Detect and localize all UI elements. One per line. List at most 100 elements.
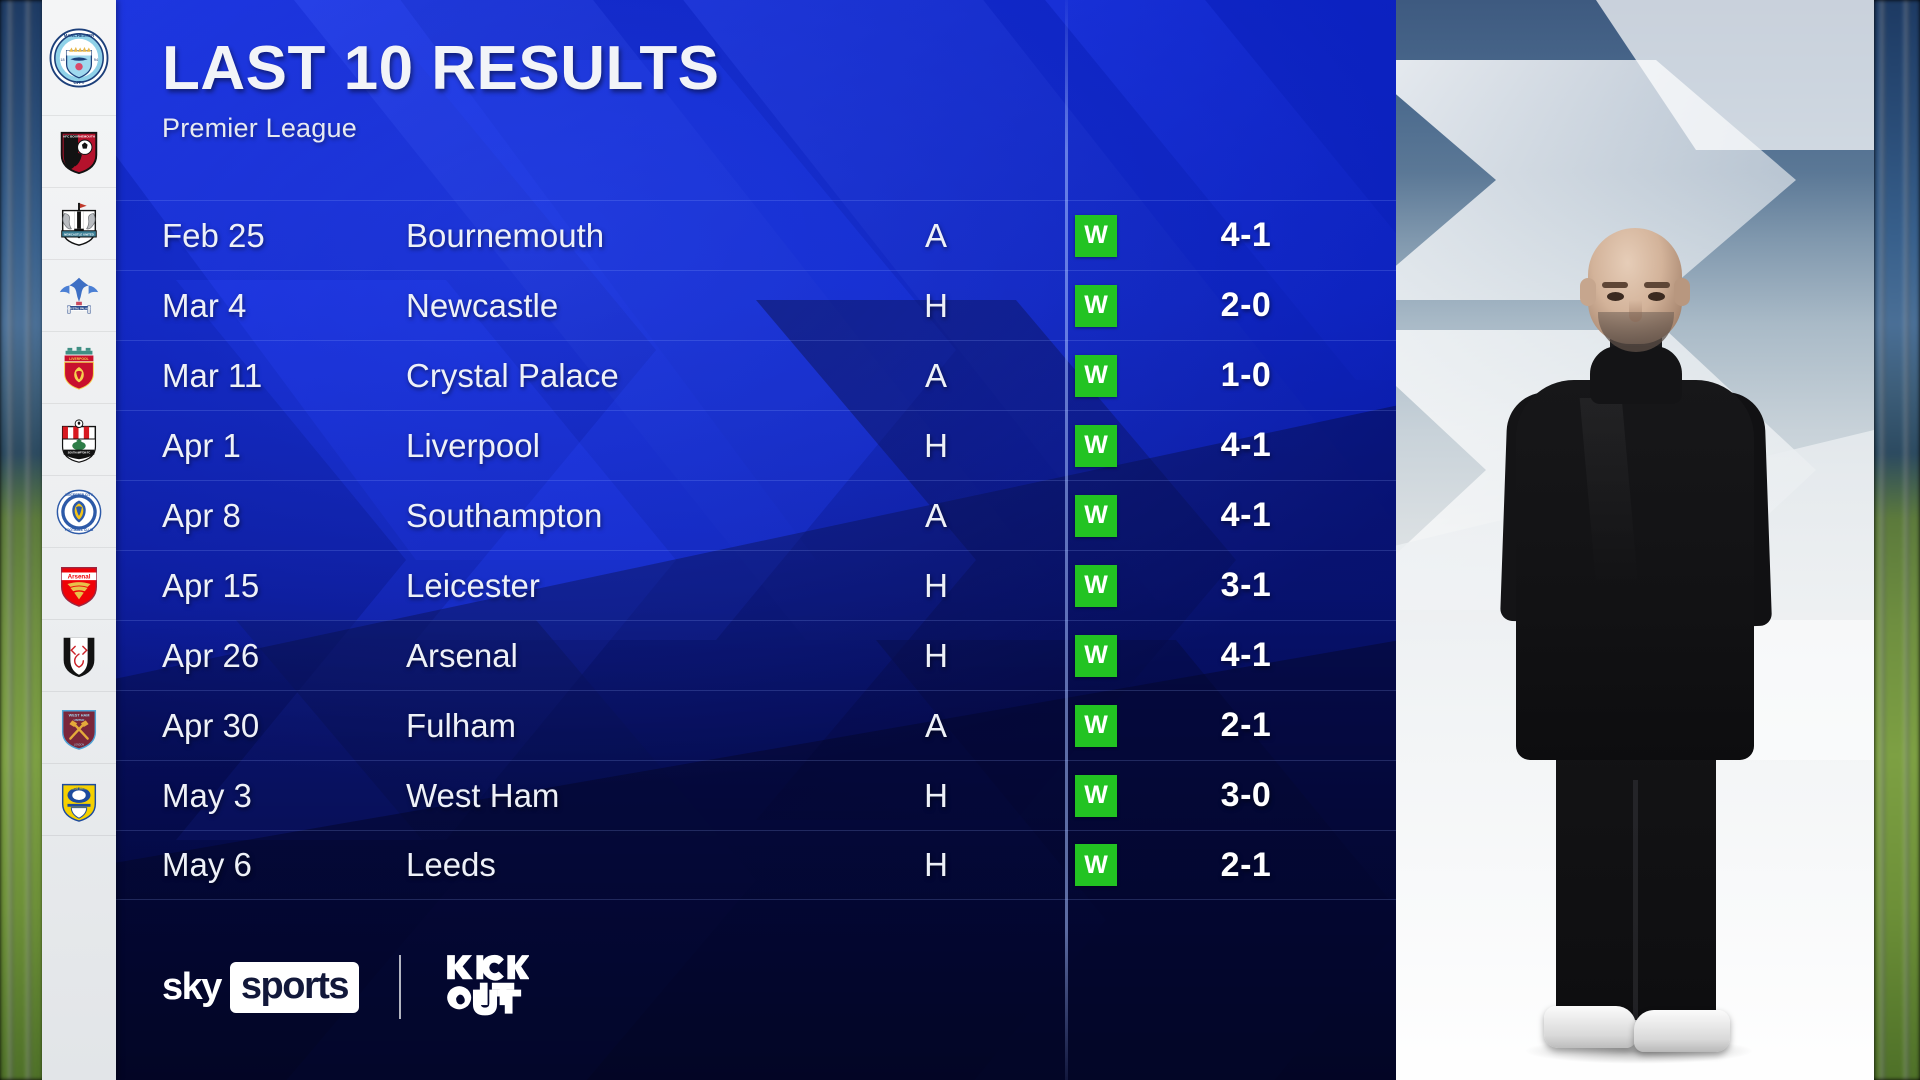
figure-torso-jacket	[1516, 380, 1754, 760]
chevron-pattern-graphic	[116, 0, 1396, 1080]
row-score: 3-0	[1220, 776, 1272, 814]
row-score: 4-1	[1220, 496, 1272, 534]
crest-cell-crystal-palace[interactable]: CRYSTAL PALACE	[42, 260, 116, 332]
southampton-crest-icon: SOUTHAMPTON FC	[61, 418, 97, 463]
leeds-crest-icon: LEEDS UNITED	[61, 783, 97, 822]
figure-left-shoe	[1544, 1006, 1636, 1048]
row-venue: H	[924, 776, 948, 814]
results-panel: LAST 10 RESULTS Premier League Feb 25 Bo…	[116, 0, 1396, 1080]
table-row[interactable]: Apr 1 Liverpool H W 4-1	[116, 410, 1396, 480]
figure-legs	[1556, 740, 1716, 1020]
fulham-crest-icon	[63, 637, 95, 677]
result-badge: W	[1075, 634, 1117, 677]
row-team: Arsenal	[406, 636, 518, 674]
mullion-bar	[1904, 0, 1909, 1080]
result-badge: W	[1075, 844, 1117, 886]
row-venue: H	[924, 636, 948, 674]
figure-turtleneck-collar	[1590, 346, 1682, 404]
row-score: 4-1	[1220, 636, 1272, 674]
manager-photo-panel	[1396, 0, 1874, 1080]
row-date: Apr 26	[162, 636, 260, 674]
figure-left-brow	[1602, 282, 1628, 288]
row-venue: A	[924, 216, 947, 254]
figure-left-eye	[1607, 292, 1624, 301]
row-date: May 3	[162, 776, 252, 814]
mullion-bar	[26, 0, 31, 1080]
table-row[interactable]: Apr 26 Arsenal H W 4-1	[116, 620, 1396, 690]
table-row[interactable]: Apr 30 Fulham A W 2-1	[116, 690, 1396, 760]
crest-cell-southampton[interactable]: SOUTHAMPTON FC	[42, 404, 116, 476]
crest-cell-newcastle[interactable]: NEWCASTLE UNITED	[42, 188, 116, 260]
right-stadium-photo-strip	[1874, 0, 1920, 1080]
figure-leg-split	[1633, 780, 1638, 1025]
row-venue: A	[924, 496, 947, 534]
liverpool-crest-icon: LIVERPOOL	[64, 346, 94, 390]
row-date: Mar 11	[162, 356, 263, 394]
table-row[interactable]: Apr 15 Leicester H W 3-1	[116, 550, 1396, 620]
svg-text:Arsenal: Arsenal	[68, 573, 91, 580]
crest-cell-west-ham[interactable]: WEST HAM UNITED LONDON	[42, 692, 116, 764]
crest-cell-arsenal[interactable]: Arsenal	[42, 548, 116, 620]
row-score: 2-1	[1220, 845, 1272, 884]
sky-sports-box: sports	[229, 961, 360, 1013]
result-badge: W	[1075, 214, 1117, 257]
row-date: May 6	[162, 846, 252, 883]
svg-text:AFC BOURNEMOUTH: AFC BOURNEMOUTH	[63, 134, 96, 138]
crest-cell-leicester[interactable]: LEICESTER CITY FOOTBALL CLUB	[42, 476, 116, 548]
svg-text:NEWCASTLE UNITED: NEWCASTLE UNITED	[64, 232, 94, 236]
row-venue: H	[924, 426, 948, 464]
svg-text:UNITED: UNITED	[74, 717, 85, 721]
table-row[interactable]: May 6 Leeds H W 2-1	[116, 830, 1396, 900]
result-badge: W	[1075, 704, 1117, 747]
arsenal-crest-icon: Arsenal	[61, 566, 97, 607]
figure-right-shoe	[1634, 1010, 1730, 1052]
svg-text:FOOTBALL CLUB: FOOTBALL CLUB	[65, 528, 94, 532]
svg-text:LEEDS UNITED: LEEDS UNITED	[70, 787, 88, 790]
result-badge: W	[1075, 564, 1117, 607]
row-score: 4-1	[1220, 426, 1272, 464]
row-venue: H	[924, 286, 948, 324]
figure-left-ear	[1580, 278, 1596, 306]
page-title: LAST 10 RESULTS	[162, 34, 720, 103]
table-row[interactable]: Mar 4 Newcastle H W 2-0	[116, 270, 1396, 340]
table-row[interactable]: Mar 11 Crystal Palace A W 1-0	[116, 340, 1396, 410]
crest-cell-liverpool[interactable]: LIVERPOOL	[42, 332, 116, 404]
svg-text:SOUTHAMPTON FC: SOUTHAMPTON FC	[68, 451, 91, 454]
mullion-bar	[8, 0, 13, 1080]
figure-right-ear	[1674, 278, 1690, 306]
crest-cell-manchester-city[interactable]: MANCHESTER CITY 18 94	[42, 0, 116, 116]
row-team: West Ham	[406, 776, 560, 814]
svg-text:LONDON: LONDON	[74, 743, 84, 746]
row-score: 4-1	[1220, 216, 1272, 254]
table-row[interactable]: Feb 25 Bournemouth A W 4-1	[116, 200, 1396, 270]
results-table: Feb 25 Bournemouth A W 4-1 Mar 4 Newcast…	[116, 200, 1396, 900]
page-subtitle: Premier League	[162, 113, 357, 143]
figure-right-brow	[1644, 282, 1670, 288]
svg-text:LIVERPOOL: LIVERPOOL	[69, 356, 88, 360]
table-row[interactable]: Apr 8 Southampton A W 4-1	[116, 480, 1396, 550]
result-badge: W	[1075, 354, 1117, 397]
bournemouth-crest-icon: AFC BOURNEMOUTH	[60, 131, 98, 174]
row-team: Southampton	[406, 496, 603, 534]
svg-text:WEST HAM: WEST HAM	[69, 713, 90, 717]
crest-cell-bournemouth[interactable]: AFC BOURNEMOUTH	[42, 116, 116, 188]
row-venue: A	[924, 706, 947, 744]
row-date: Apr 1	[162, 426, 241, 464]
manager-portrait-figure	[1470, 220, 1800, 1080]
row-team: Crystal Palace	[406, 356, 619, 394]
sky-wordmark: sky	[162, 965, 222, 1008]
figure-right-eye	[1648, 292, 1665, 301]
crest-cell-leeds[interactable]: LEEDS UNITED	[42, 764, 116, 836]
svg-text:MANCHESTER: MANCHESTER	[64, 32, 95, 37]
row-date: Apr 30	[162, 706, 260, 744]
row-score: 2-0	[1220, 286, 1272, 324]
crystal-palace-crest-icon: CRYSTAL PALACE	[59, 277, 99, 314]
crest-cell-fulham[interactable]	[42, 620, 116, 692]
row-team: Leeds	[406, 846, 496, 883]
result-badge: W	[1075, 494, 1117, 537]
mullion-bar	[1880, 0, 1885, 1080]
table-row[interactable]: May 3 West Ham H W 3-0	[116, 760, 1396, 830]
kick-it-out-logo-icon	[447, 954, 530, 1016]
sports-wordmark: sports	[240, 964, 350, 1007]
